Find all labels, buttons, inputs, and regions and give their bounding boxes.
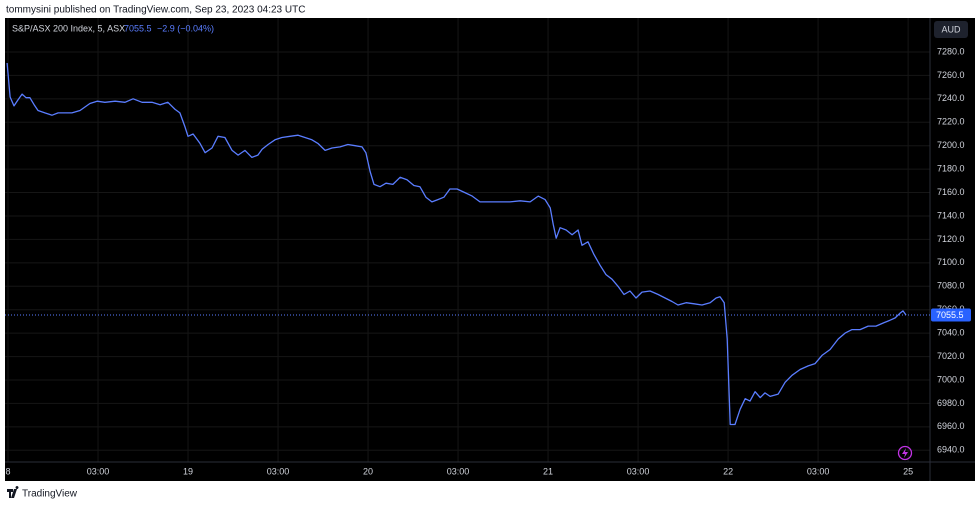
y-tick-label: 7160.0 xyxy=(937,187,965,197)
y-tick-label: 7260.0 xyxy=(937,70,965,80)
y-tick-label: 7000.0 xyxy=(937,374,965,384)
x-tick-label: 03:00 xyxy=(447,466,470,476)
currency-box[interactable] xyxy=(934,21,968,38)
y-tick-label: 7100.0 xyxy=(937,257,965,267)
legend-change: −2.9 (−0.04%) xyxy=(157,23,214,33)
y-tick-label: 7200.0 xyxy=(937,140,965,150)
y-tick-label: 7080.0 xyxy=(937,281,965,291)
x-tick-label: 22 xyxy=(723,466,733,476)
x-tick-label: 20 xyxy=(363,466,373,476)
legend-name: S&P/ASX 200 Index, 5, ASX xyxy=(12,23,125,33)
x-tick-label: 03:00 xyxy=(807,466,830,476)
legend-value: 7055.5 xyxy=(124,23,152,33)
publish-note: tommysini published on TradingView.com, … xyxy=(6,5,305,16)
last-price-label: 7055.5 xyxy=(936,310,964,320)
x-tick-label: 03:00 xyxy=(627,466,650,476)
y-tick-label: 7120.0 xyxy=(937,234,965,244)
grid xyxy=(5,18,930,462)
brand: TradingView xyxy=(22,489,78,500)
y-tick-label: 7180.0 xyxy=(937,163,965,173)
y-tick-label: 7280.0 xyxy=(937,46,965,56)
currency: AUD xyxy=(941,24,961,34)
x-tick-label: 03:00 xyxy=(87,466,110,476)
y-tick-label: 7220.0 xyxy=(937,117,965,127)
y-tick-label: 6940.0 xyxy=(937,445,965,455)
y-tick-label: 6980.0 xyxy=(937,398,965,408)
brand-logo xyxy=(7,486,19,498)
y-tick-label: 6960.0 xyxy=(937,421,965,431)
x-tick-label: 25 xyxy=(903,466,913,476)
y-tick-label: 7040.0 xyxy=(937,328,965,338)
x-tick-label: 03:00 xyxy=(267,466,290,476)
y-tick-label: 7140.0 xyxy=(937,210,965,220)
alert-icon[interactable] xyxy=(897,445,913,461)
price-line xyxy=(6,62,907,426)
last-price-box xyxy=(931,308,971,322)
x-tick-label: 8 xyxy=(5,466,10,476)
x-tick-label: 19 xyxy=(183,466,193,476)
y-tick-label: 7020.0 xyxy=(937,351,965,361)
x-tick-label: 21 xyxy=(543,466,553,476)
chart-background xyxy=(5,18,975,481)
alert-bolt xyxy=(902,448,908,458)
plot xyxy=(5,62,930,426)
y-tick-label: 7240.0 xyxy=(937,93,965,103)
